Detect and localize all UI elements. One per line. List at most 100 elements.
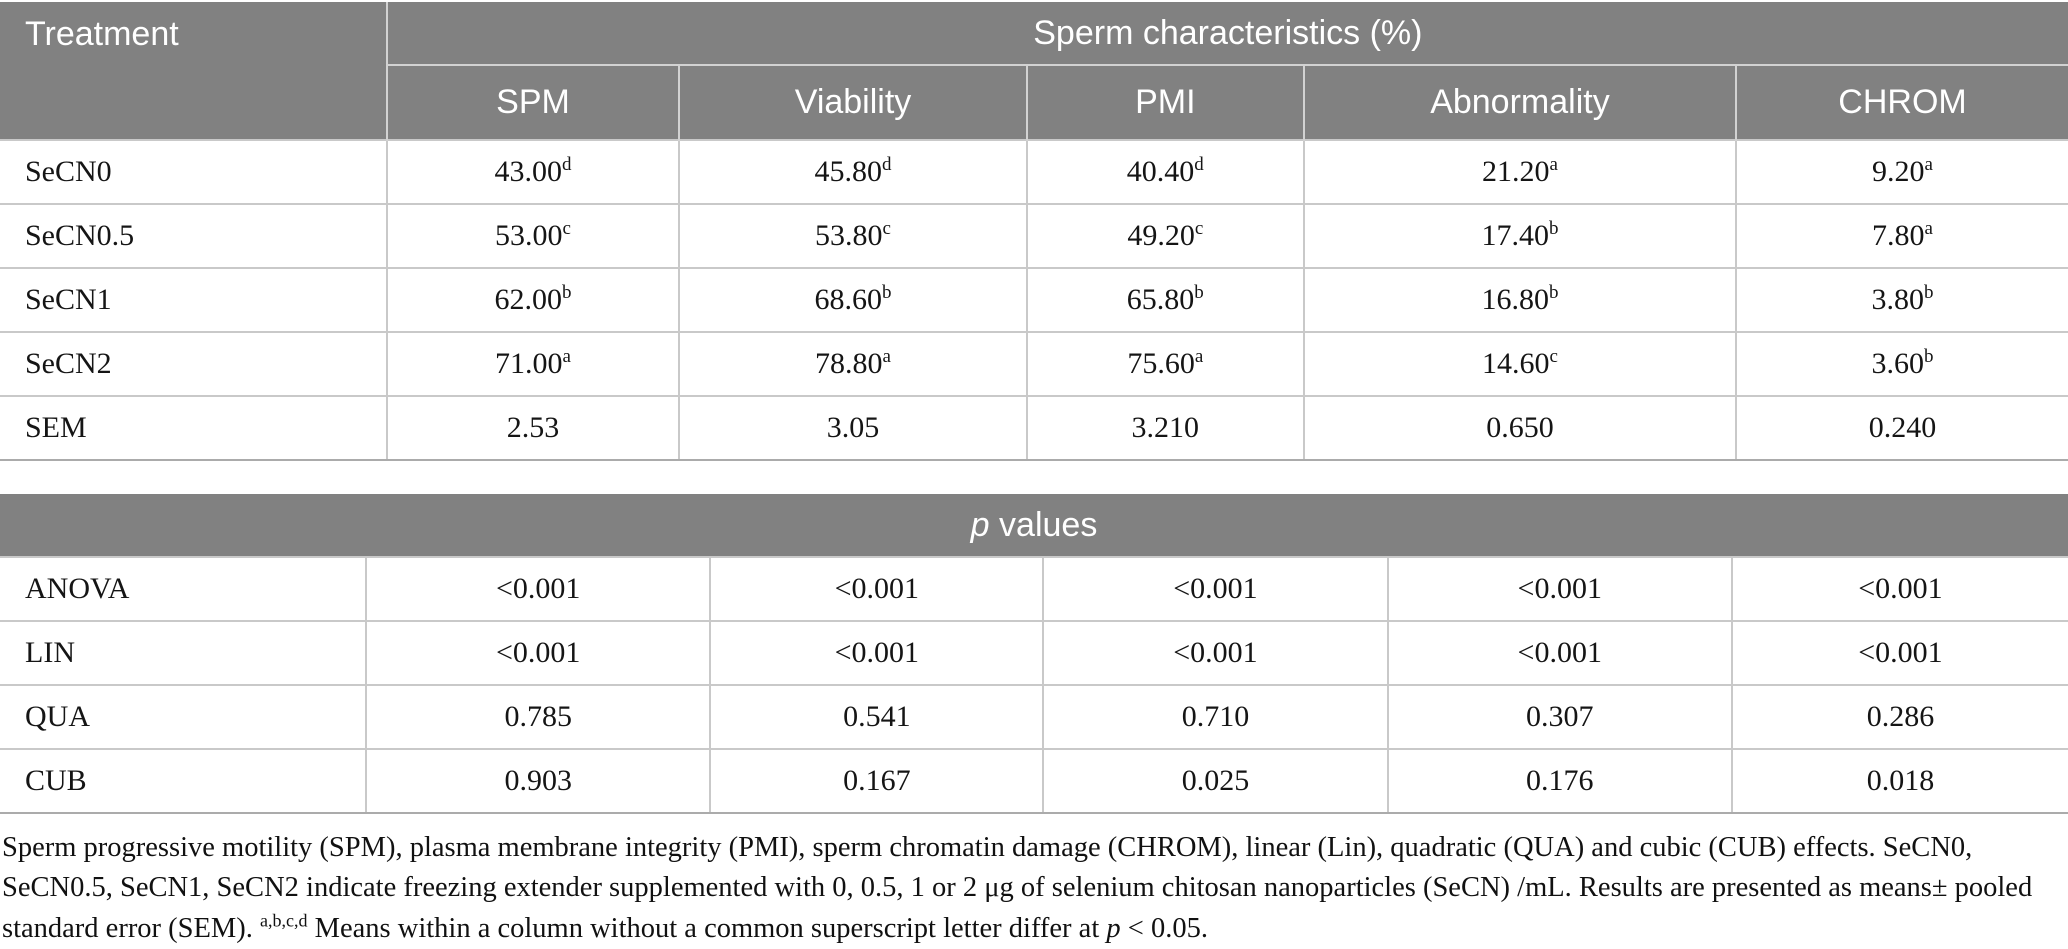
value-cell: <0.001 xyxy=(710,556,1045,621)
cell-value: 40.40 xyxy=(1126,155,1195,188)
table-row: SeCN2 71.00a 78.80a 75.60a 14.60c 3.60b xyxy=(0,331,2068,396)
value-cell: 0.541 xyxy=(710,684,1045,749)
value-cell: 2.53 xyxy=(386,395,681,461)
cell-value: 3.210 xyxy=(1131,411,1200,444)
value-cell: <0.001 xyxy=(1387,556,1733,621)
cell-value: 45.80 xyxy=(814,155,883,188)
footnote-text-1: Sperm progressive motility (SPM), plasma… xyxy=(2,832,2033,944)
sperm-characteristics-table: Treatment Sperm characteristics (%) SPM … xyxy=(0,2,2068,461)
p-values-header-cell: p values xyxy=(0,494,2068,557)
significance-superscript: b xyxy=(882,282,892,303)
value-cell: <0.001 xyxy=(1731,620,2068,685)
value-cell: <0.001 xyxy=(1043,556,1389,621)
table-row: CUB 0.903 0.167 0.025 0.176 0.018 xyxy=(0,748,2068,814)
cell-value: <0.001 xyxy=(1858,636,1943,669)
table-row: QUA 0.785 0.541 0.710 0.307 0.286 xyxy=(0,684,2068,749)
column-header-spm: SPM xyxy=(386,65,681,140)
cell-value: <0.001 xyxy=(1517,636,1602,669)
cell-value: 71.00 xyxy=(495,347,563,380)
table-row: SeCN1 62.00b 68.60b 65.80b 16.80b 3.80b xyxy=(0,267,2068,332)
cell-value: 0.903 xyxy=(504,764,572,797)
cell-value: 0.785 xyxy=(504,700,572,733)
value-cell: 0.307 xyxy=(1387,684,1733,749)
value-cell: 21.20a xyxy=(1303,139,1738,204)
cell-value: 0.018 xyxy=(1866,764,1935,797)
cell-value: <0.001 xyxy=(1517,572,1602,605)
p-values-header: p values xyxy=(0,494,2068,557)
value-cell: <0.001 xyxy=(710,620,1045,685)
significance-superscript: b xyxy=(1194,282,1204,303)
cell-value: 21.20 xyxy=(1481,155,1550,188)
cell-value: <0.001 xyxy=(495,636,581,669)
significance-superscript: d xyxy=(882,154,892,175)
cell-value: 0.710 xyxy=(1181,700,1250,733)
cell-value: 3.60 xyxy=(1871,347,1925,380)
footnote-italic-p: p xyxy=(1106,912,1121,944)
footnote-text-3: < 0.05. xyxy=(1120,912,1208,944)
value-cell: 0.650 xyxy=(1303,395,1738,461)
value-cell: 7.80a xyxy=(1736,203,2068,268)
footnote-text-2: Means within a column without a common s… xyxy=(307,912,1107,944)
value-cell: 17.40b xyxy=(1303,203,1738,268)
column-header-abnormality: Abnormality xyxy=(1303,65,1738,140)
p-values-table-body: ANOVA <0.001 <0.001 <0.001 <0.001 <0.001 LIN <0… xyxy=(0,556,2068,814)
cell-value: 0.176 xyxy=(1526,764,1594,797)
table-footnote: Sperm progressive motility (SPM), plasma… xyxy=(2,828,2066,949)
column-header-viability: Viability xyxy=(679,65,1028,140)
significance-superscript: a xyxy=(882,346,891,367)
value-cell: 0.785 xyxy=(366,684,712,749)
p-values-title-rest: values xyxy=(989,505,1098,544)
cell-value: 0.286 xyxy=(1866,700,1935,733)
significance-superscript: a xyxy=(1924,218,1933,239)
cell-value: <0.001 xyxy=(834,636,920,669)
significance-superscript: a xyxy=(1924,154,1933,175)
value-cell: 3.80b xyxy=(1736,267,2068,332)
value-cell: <0.001 xyxy=(366,620,712,685)
value-cell: 0.025 xyxy=(1043,748,1389,814)
cell-value: 0.541 xyxy=(843,700,911,733)
table-row: SEM 2.53 3.05 3.210 0.650 0.240 xyxy=(0,395,2068,461)
value-cell: 68.60b xyxy=(679,267,1028,332)
row-label: CUB xyxy=(0,748,368,814)
cell-value: 65.80 xyxy=(1126,283,1195,316)
p-values-table: p values ANOVA <0.001 <0.001 <0.001 <0.001 <0… xyxy=(0,494,2068,814)
cell-value: 0.307 xyxy=(1526,700,1594,733)
treatment-header-cell: Treatment xyxy=(0,2,388,140)
column-header-row: SPM Viability PMI Abnormality CHROM xyxy=(0,65,2068,140)
cell-value: 43.00 xyxy=(494,155,563,188)
column-header-pmi: PMI xyxy=(1026,65,1305,140)
cell-value: 53.00 xyxy=(495,219,563,252)
value-cell: <0.001 xyxy=(1731,556,2068,621)
value-cell: 75.60a xyxy=(1026,331,1305,396)
value-cell: 0.167 xyxy=(710,748,1045,814)
cell-value: 17.40 xyxy=(1481,219,1549,252)
row-label: LIN xyxy=(0,620,368,685)
value-cell: 0.240 xyxy=(1736,395,2068,461)
table-row: ANOVA <0.001 <0.001 <0.001 <0.001 <0.001 xyxy=(0,556,2068,621)
significance-superscript: a xyxy=(562,346,571,367)
table-row: SeCN0.5 53.00c 53.80c 49.20c 17.40b 7.80a xyxy=(0,203,2068,268)
table-row: SeCN0 43.00d 45.80d 40.40d 21.20a 9.20a xyxy=(0,139,2068,204)
table-row: LIN <0.001 <0.001 <0.001 <0.001 <0.001 xyxy=(0,620,2068,685)
cell-value: 9.20 xyxy=(1872,155,1925,188)
value-cell: 40.40d xyxy=(1026,139,1305,204)
row-label: SEM xyxy=(0,395,388,461)
significance-superscript: a xyxy=(1194,346,1204,367)
row-label: ANOVA xyxy=(0,556,368,621)
significance-superscript: c xyxy=(882,218,891,239)
cell-value: 3.05 xyxy=(826,411,880,444)
group-header-cell: Sperm characteristics (%) xyxy=(386,2,2068,66)
value-cell: 3.210 xyxy=(1026,395,1305,461)
value-cell: 0.286 xyxy=(1731,684,2068,749)
cell-value: <0.001 xyxy=(834,572,920,605)
value-cell: 0.903 xyxy=(366,748,712,814)
value-cell: 0.176 xyxy=(1387,748,1733,814)
footnote-superscript: a,b,c,d xyxy=(260,910,308,931)
cell-value: <0.001 xyxy=(1173,572,1258,605)
p-values-header-row: p values xyxy=(0,494,2068,557)
significance-superscript: b xyxy=(562,282,572,303)
significance-superscript: a xyxy=(1549,154,1558,175)
cell-value: 0.025 xyxy=(1181,764,1250,797)
value-cell: 9.20a xyxy=(1736,139,2068,204)
value-cell: 62.00b xyxy=(386,267,681,332)
